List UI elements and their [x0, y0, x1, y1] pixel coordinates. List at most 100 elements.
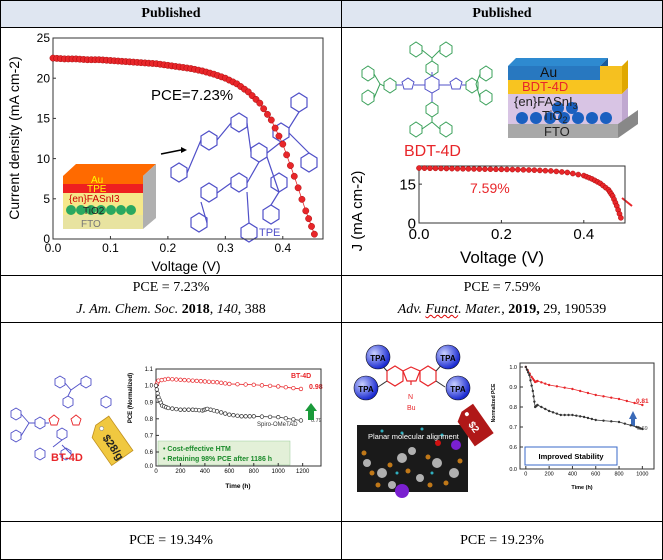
figure-carbazole-stability: TPA TPA TPA TPA N Bu Planar molecular al…	[341, 322, 663, 522]
data-point	[166, 376, 171, 382]
series-bdt-4d	[416, 165, 624, 221]
data-point	[194, 378, 199, 384]
data-point	[283, 151, 291, 159]
x-tick-label: 0.3	[217, 241, 234, 255]
data-point	[298, 418, 304, 423]
pce-annotation: PCE=7.23%	[151, 87, 233, 104]
data-point	[531, 389, 535, 393]
data-point	[526, 167, 532, 173]
data-point	[178, 377, 183, 382]
y-tick-label: 0	[43, 232, 50, 246]
data-point	[553, 168, 560, 175]
y-tick-label: 0.7	[145, 434, 154, 440]
y-tick-label: 0.8	[145, 417, 154, 423]
svg-text:TPA: TPA	[370, 354, 386, 363]
data-point	[235, 382, 240, 387]
series-new-htm	[524, 365, 644, 407]
data-point	[544, 382, 547, 385]
data-point	[563, 413, 566, 417]
tpa-group: TPA	[365, 344, 391, 370]
data-point	[214, 409, 220, 414]
data-point	[555, 412, 559, 415]
data-point	[223, 411, 228, 416]
data-point	[294, 184, 302, 192]
data-point	[219, 380, 224, 385]
figure-bt4d-stability: BT-4D $28/g PCE (Normalized) Time (h) BT…	[0, 322, 342, 522]
spiro-end-value: 0.79	[311, 418, 322, 424]
data-point	[515, 166, 521, 173]
price-tag: $2	[457, 403, 494, 447]
y-tick-label: 25	[37, 31, 51, 45]
data-point	[427, 165, 433, 172]
data-point	[260, 105, 268, 113]
data-point	[432, 165, 439, 172]
layer-au: Au	[91, 175, 103, 186]
x-axis-label: Voltage (V)	[460, 248, 544, 267]
data-point	[594, 393, 597, 397]
data-point	[454, 165, 461, 172]
data-point	[529, 379, 532, 382]
data-point	[438, 165, 444, 172]
data-point	[520, 166, 527, 173]
data-point	[617, 397, 621, 401]
data-point	[537, 167, 543, 174]
data-point	[305, 215, 313, 223]
data-point	[602, 419, 605, 422]
jv1-plot: 0.0 0.1 0.2 0.3 0.4 0 5 10 15 20 25	[37, 31, 324, 255]
data-point	[532, 379, 536, 382]
data-point	[531, 377, 535, 380]
svg-text:TPA: TPA	[358, 385, 374, 394]
x-tick-label: 0.2	[491, 226, 512, 243]
x-tick-label: 800	[249, 469, 260, 475]
series-bt-4d	[153, 376, 304, 392]
data-point	[190, 378, 195, 383]
stability-chart-carbazole: TPA TPA TPA TPA N Bu Planar molecular al…	[353, 344, 655, 498]
y-tick-label: 0	[408, 215, 416, 232]
pce-value: PCE = 7.23%	[132, 280, 210, 295]
x-tick-label: 0.4	[274, 241, 291, 255]
data-point	[310, 230, 318, 238]
y-axis-label: Current density (mA cm-2)	[6, 56, 22, 219]
data-point	[571, 413, 574, 417]
data-point	[231, 413, 236, 418]
y-tick-label: 5	[43, 192, 50, 206]
data-point	[471, 166, 477, 172]
svg-text:TPA: TPA	[440, 354, 456, 363]
data-point	[202, 379, 208, 384]
data-point	[536, 379, 539, 383]
data-point	[590, 417, 594, 421]
data-point	[279, 140, 287, 148]
series-line	[525, 366, 643, 406]
data-point	[170, 377, 175, 382]
layer-tio2: TiO2	[542, 108, 567, 125]
data-point	[214, 380, 220, 385]
data-point	[544, 407, 547, 411]
citation: Adv. Funct. Mater., 2019, 29, 190539	[397, 302, 607, 317]
data-point	[251, 414, 256, 419]
stab1-plot: 0 200 400 600 800 1000 1200 0.0 0.6 0.7 0.8 0.9 1.0 1…	[145, 367, 322, 475]
x-tick-label: 800	[614, 472, 623, 478]
tpa-group: TPA	[445, 375, 471, 401]
data-point	[575, 171, 582, 178]
x-tick-label: 1000	[272, 469, 286, 475]
data-point	[239, 414, 244, 419]
data-point	[567, 413, 570, 417]
data-point	[625, 399, 629, 403]
pce-annotation: 7.59%	[470, 180, 510, 196]
bt4d-series-label: BT-4D	[291, 373, 311, 380]
svg-text:Bu: Bu	[407, 405, 416, 412]
y-tick-label: 0.0	[509, 467, 517, 473]
data-point	[174, 377, 179, 382]
data-point	[579, 389, 582, 393]
data-point	[291, 385, 296, 391]
y-tick-label: 15	[399, 176, 416, 193]
y-tick-label: 0.8	[509, 405, 517, 411]
data-point	[635, 425, 638, 429]
data-point	[548, 168, 554, 174]
data-point	[629, 424, 632, 427]
data-point	[618, 215, 624, 221]
data-point	[498, 166, 505, 173]
data-point	[287, 162, 294, 169]
y-axis-label: J (mA cm-2)	[349, 171, 366, 252]
